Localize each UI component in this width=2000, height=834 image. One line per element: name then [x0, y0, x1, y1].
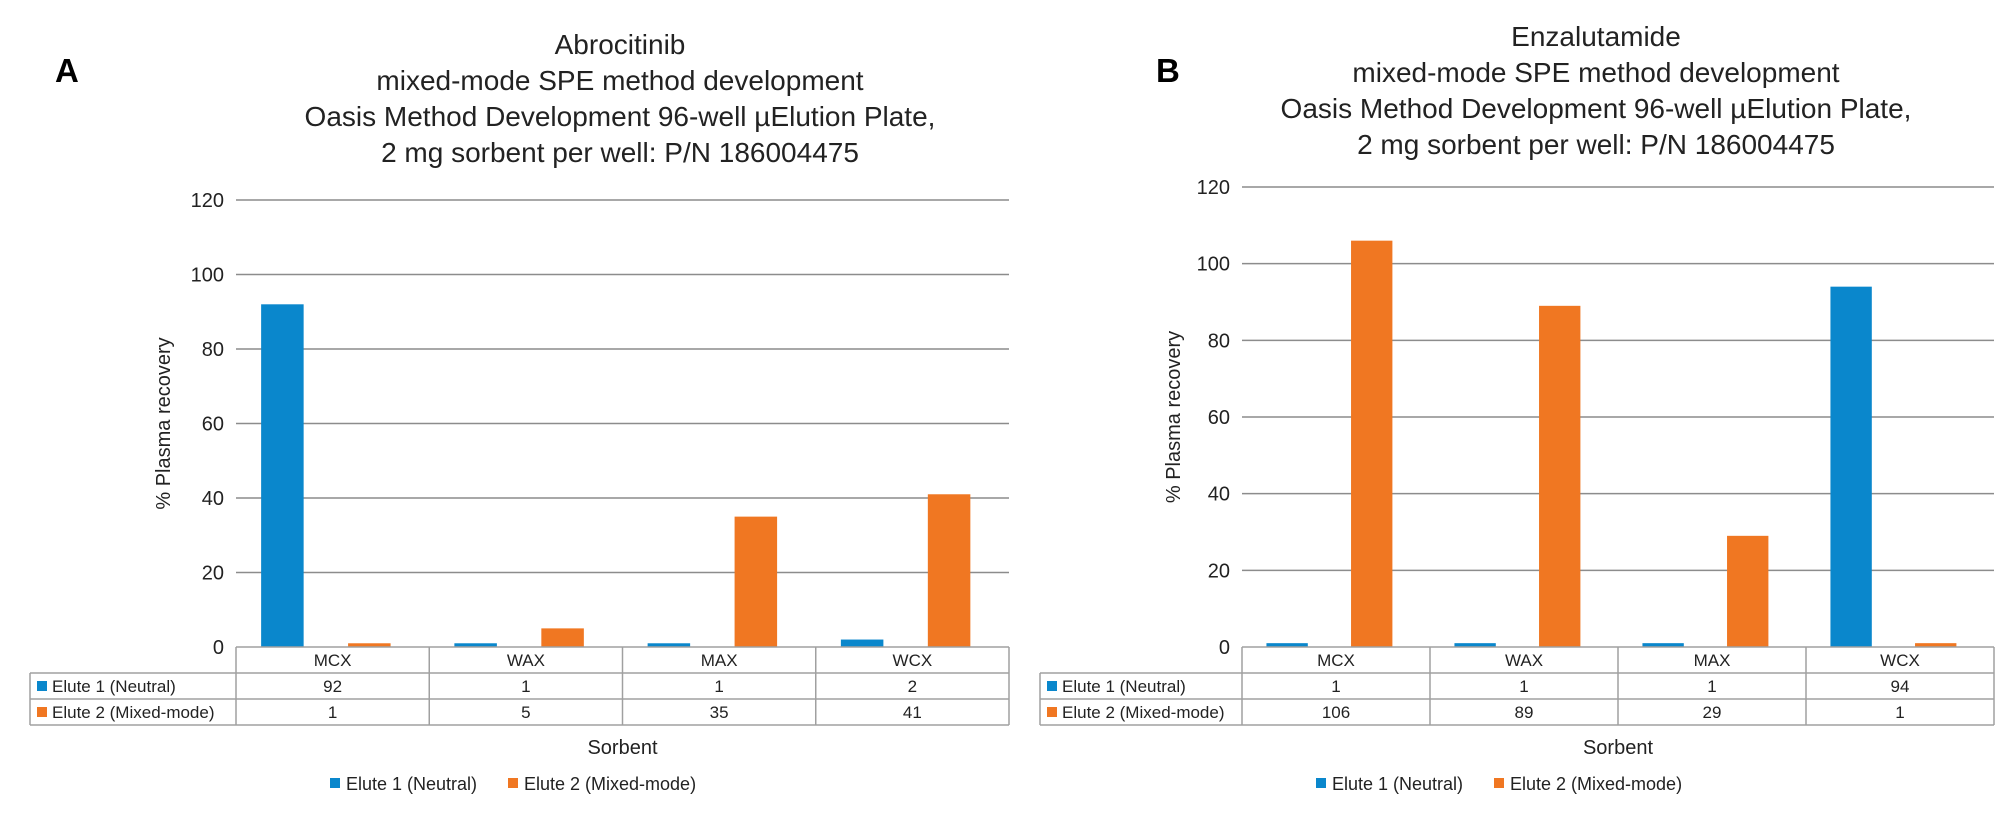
bar-elute2-wax — [541, 628, 584, 647]
legend-label-elute2: Elute 2 (Mixed-mode) — [524, 774, 696, 794]
bar-elute1-wax — [454, 643, 497, 647]
chart-title-line: 2 mg sorbent per well: P/N 186004475 — [1357, 129, 1835, 160]
y-axis-label: % Plasma recovery — [1163, 331, 1185, 503]
y-tick-label: 100 — [191, 265, 224, 287]
y-tick-label: 80 — [1208, 330, 1230, 352]
bar-elute1-wcx — [1830, 286, 1872, 647]
table-cell-value: 1 — [1707, 677, 1716, 696]
y-tick-label: 80 — [202, 339, 224, 361]
y-tick-label: 20 — [1208, 560, 1230, 582]
legend-swatch-elute1 — [330, 778, 340, 788]
y-tick-label: 120 — [191, 190, 224, 212]
table-cell-value: 1 — [714, 677, 723, 696]
chart-title-line: Abrocitinib — [555, 29, 686, 60]
bar-elute1-max — [1642, 643, 1684, 647]
bar-elute2-wcx — [927, 494, 971, 647]
chart-title-line: Oasis Method Development 96-well µElutio… — [305, 101, 936, 132]
table-cell-value: 92 — [323, 677, 342, 696]
chart-title-line: 2 mg sorbent per well: P/N 186004475 — [381, 137, 859, 168]
chart-title-line: Enzalutamide — [1511, 21, 1681, 52]
legend-swatch-elute2 — [508, 778, 518, 788]
chart-svg-b: B Enzalutamide mixed-mode SPE method devel… — [1039, 21, 1995, 794]
bar-elute1-max — [647, 643, 691, 647]
category-label: MCX — [1317, 651, 1355, 670]
bar-elute2-max — [1727, 535, 1769, 647]
x-axis-label: Sorbent — [587, 737, 657, 759]
y-tick-label: 20 — [202, 563, 224, 585]
y-tick-label: 60 — [1208, 407, 1230, 429]
table-cell-value: 2 — [908, 677, 917, 696]
legend-swatch-elute1 — [1316, 778, 1326, 788]
y-tick-label: 40 — [202, 488, 224, 510]
table-cell-value: 1 — [328, 703, 337, 722]
x-axis-label: Sorbent — [1583, 737, 1653, 759]
table-legend-key — [37, 707, 47, 717]
legend-label-elute2: Elute 2 (Mixed-mode) — [1510, 774, 1682, 794]
chart-svg-a: A Abrocitinib mixed-mode SPE method develo… — [29, 29, 1010, 794]
legend-label-elute1: Elute 1 (Neutral) — [346, 774, 477, 794]
category-label: MAX — [1694, 651, 1731, 670]
category-label: MAX — [701, 651, 738, 670]
category-label: MCX — [314, 651, 352, 670]
panel-label: B — [1156, 52, 1180, 89]
bar-elute2-max — [734, 516, 778, 647]
y-tick-label: 0 — [213, 637, 224, 659]
bar-elute1-mcx — [1266, 643, 1308, 647]
chart-panel-a: A Abrocitinib mixed-mode SPE method develo… — [29, 29, 1010, 794]
y-tick-label: 100 — [1197, 254, 1230, 276]
bar-elute1-mcx — [261, 304, 304, 647]
table-row-header: Elute 2 (Mixed-mode) — [1062, 703, 1225, 722]
table-row-header: Elute 1 (Neutral) — [1062, 677, 1186, 696]
table-row-header: Elute 1 (Neutral) — [52, 677, 176, 696]
table-cell-value: 29 — [1703, 703, 1722, 722]
table-cell-value: 94 — [1891, 677, 1910, 696]
table-cell-value: 106 — [1322, 703, 1350, 722]
chart-title-line: mixed-mode SPE method development — [376, 65, 863, 96]
table-cell-value: 89 — [1515, 703, 1534, 722]
table-cell-value: 35 — [710, 703, 729, 722]
table-cell-value: 1 — [1519, 677, 1528, 696]
table-legend-key — [37, 681, 47, 691]
bar-elute2-mcx — [1351, 240, 1393, 647]
table-cell-value: 41 — [903, 703, 922, 722]
chart-title-line: mixed-mode SPE method development — [1352, 57, 1839, 88]
bar-elute1-wax — [1454, 643, 1496, 647]
category-label: WCX — [893, 651, 933, 670]
chart-title-line: Oasis Method Development 96-well µElutio… — [1281, 93, 1912, 124]
table-legend-key — [1047, 707, 1057, 717]
table-row-header: Elute 2 (Mixed-mode) — [52, 703, 215, 722]
y-tick-label: 0 — [1219, 637, 1230, 659]
table-cell-value: 5 — [521, 703, 530, 722]
panel-label: A — [55, 52, 79, 89]
y-axis-label: % Plasma recovery — [153, 337, 175, 509]
bar-elute2-wax — [1539, 305, 1581, 647]
category-label: WCX — [1880, 651, 1920, 670]
table-legend-key — [1047, 681, 1057, 691]
table-cell-value: 1 — [1331, 677, 1340, 696]
category-label: WAX — [507, 651, 545, 670]
table-cell-value: 1 — [521, 677, 530, 696]
chart-panel-b: B Enzalutamide mixed-mode SPE method devel… — [1000, 0, 2000, 834]
legend-label-elute1: Elute 1 (Neutral) — [1332, 774, 1463, 794]
bar-elute1-wcx — [840, 639, 884, 647]
y-tick-label: 120 — [1197, 177, 1230, 199]
y-tick-label: 40 — [1208, 484, 1230, 506]
table-cell-value: 1 — [1895, 703, 1904, 722]
legend-swatch-elute2 — [1494, 778, 1504, 788]
y-tick-label: 60 — [202, 414, 224, 436]
bar-elute2-mcx — [348, 643, 391, 647]
bar-elute2-wcx — [1915, 643, 1957, 647]
category-label: WAX — [1505, 651, 1543, 670]
